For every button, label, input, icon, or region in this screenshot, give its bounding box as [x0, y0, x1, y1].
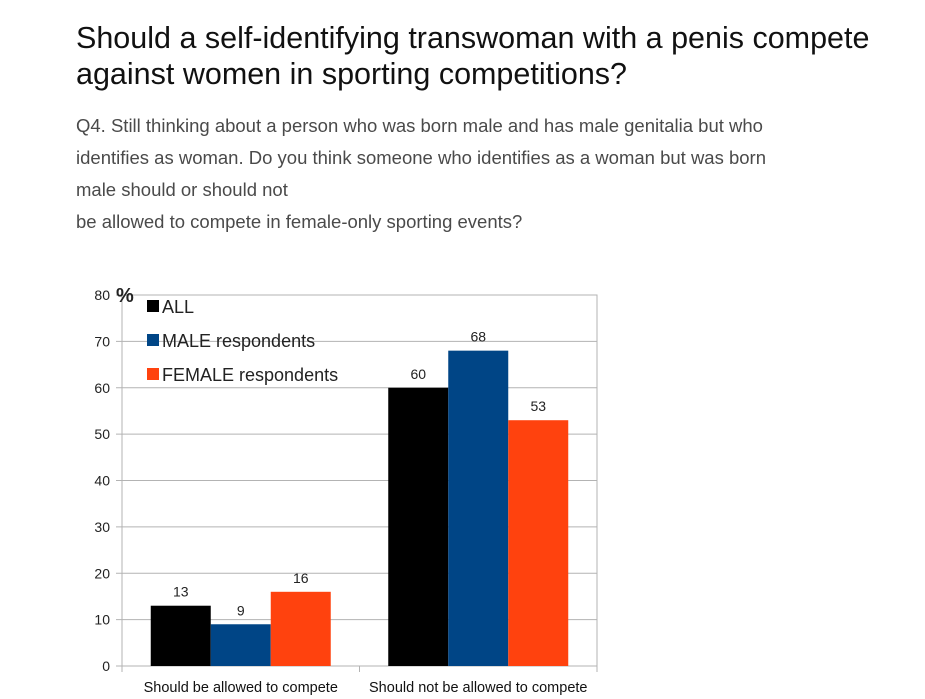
- data-label: 60: [410, 366, 426, 382]
- data-label: 16: [293, 570, 309, 586]
- x-tick-label: Should not be allowed to compete: [369, 680, 587, 696]
- y-tick-label: 0: [102, 658, 110, 674]
- y-tick-label: 20: [94, 565, 110, 581]
- data-label: 53: [530, 398, 546, 414]
- y-tick-label: 10: [94, 612, 110, 628]
- data-label: 13: [173, 584, 189, 600]
- y-tick-label: 50: [94, 426, 110, 442]
- legend-label: ALL: [162, 297, 194, 317]
- question-line: identifies as woman. Do you think someon…: [76, 147, 767, 168]
- y-tick-label: 30: [94, 519, 110, 535]
- question-line: male should or should not: [76, 179, 288, 200]
- question-line: be allowed to compete in female-only spo…: [76, 211, 523, 232]
- x-tick-label: Should be allowed to compete: [144, 680, 338, 696]
- question-line: Q4. Still thinking about a person who wa…: [76, 115, 763, 136]
- legend-swatch: [147, 368, 159, 380]
- bar: [388, 387, 449, 666]
- legend-swatch: [147, 334, 159, 346]
- legend-label: MALE respondents: [162, 331, 315, 351]
- bar: [210, 624, 271, 666]
- bar: [448, 350, 509, 666]
- bars: 13 9 16 60 68 53: [150, 329, 569, 666]
- question-text: Q4. Still thinking about a person who wa…: [76, 110, 866, 238]
- y-tick-label: 60: [94, 380, 110, 396]
- bar: [270, 591, 331, 666]
- bar: [508, 420, 569, 666]
- bar-chart: 13 9 16 60 68 53 0 10 20 30 40 50 60 70 80 % Should be …: [94, 285, 598, 696]
- data-label: 9: [237, 602, 245, 618]
- gridlines: [121, 294, 598, 667]
- bar: [150, 605, 211, 666]
- data-label: 68: [470, 329, 486, 345]
- legend-swatch: [147, 300, 159, 312]
- y-tick-label: 70: [94, 333, 110, 349]
- y-tick-label: 40: [94, 473, 110, 489]
- y-axis-label: %: [116, 285, 134, 307]
- page-title: Should a self-identifying transwoman wit…: [76, 21, 870, 91]
- axes: 0 10 20 30 40 50 60 70 80 % Should be allowed to c…: [94, 285, 598, 696]
- legend: ALL MALE respondents FEMALE respondents: [147, 297, 338, 385]
- legend-label: FEMALE respondents: [162, 365, 338, 385]
- y-tick-label: 80: [94, 287, 110, 303]
